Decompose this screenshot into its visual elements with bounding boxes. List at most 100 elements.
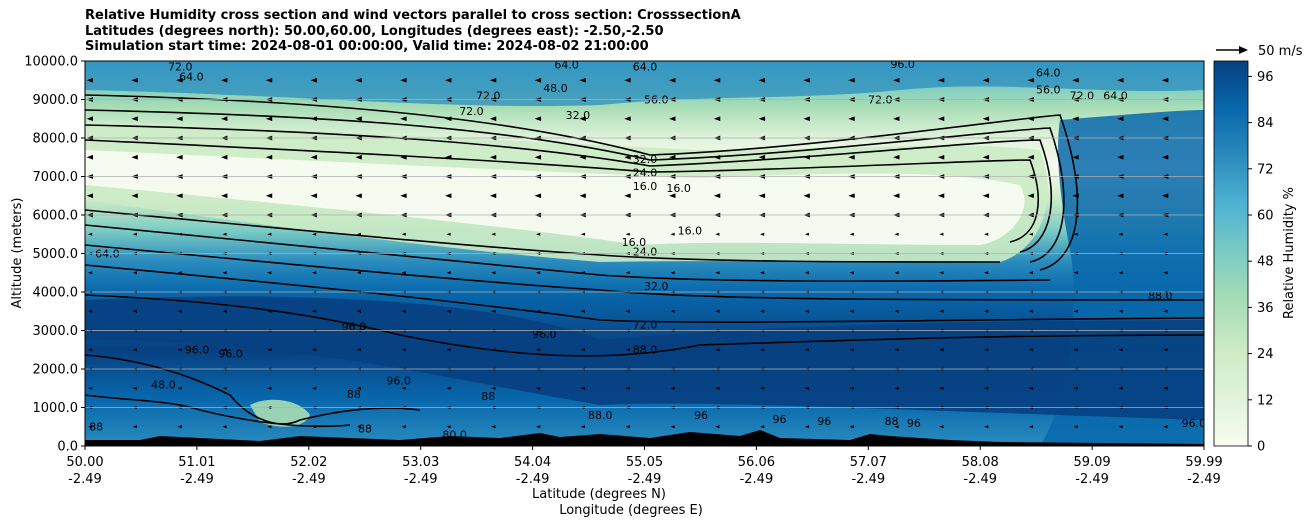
- wind-vector: [1073, 348, 1078, 352]
- y-tick-label: 7000.0: [33, 170, 79, 185]
- wind-vector: [88, 232, 93, 236]
- wind-vector: [937, 116, 945, 122]
- wind-vector: [804, 271, 810, 275]
- wind-vector: [312, 386, 317, 390]
- wind-vector: [222, 425, 227, 429]
- wind-vector: [1118, 348, 1123, 352]
- wind-vector: [88, 386, 93, 390]
- wind-vector: [894, 425, 899, 429]
- wind-vector: [131, 193, 138, 199]
- wind-vector: [221, 116, 228, 122]
- wind-vector: [760, 232, 765, 236]
- wind-vector: [1073, 271, 1078, 275]
- y-tick-label: 9000.0: [33, 93, 79, 108]
- colorbar-label: Relative Humidity %: [1282, 187, 1297, 319]
- wind-vector: [132, 386, 137, 390]
- wind-vector: [1163, 386, 1168, 390]
- wind-vector: [670, 271, 675, 275]
- wind-vector: [849, 425, 854, 429]
- wind-vector: [491, 232, 496, 236]
- wind-vector: [804, 425, 810, 429]
- rh-upper-moist-region: [85, 61, 1204, 107]
- colorbar: 0 12 24 36 48 60 72 84 96 Relative Humidity %: [1213, 60, 1297, 455]
- wind-vector: [1028, 386, 1034, 390]
- wind-vector: [1163, 425, 1168, 429]
- wind-vector: [579, 193, 586, 199]
- wind-vector: [670, 425, 675, 429]
- wind-vector: [715, 348, 720, 352]
- contour-label: 88.0: [633, 344, 658, 357]
- wind-vector: [803, 154, 810, 160]
- wind-vector: [713, 193, 721, 199]
- wind-vector: [267, 232, 272, 236]
- title-line-2: Latitudes (degrees north): 50.00,60.00, …: [85, 23, 664, 39]
- wind-vector: [356, 271, 361, 275]
- wind-vector: [1161, 154, 1169, 160]
- wind-vector: [1028, 232, 1034, 236]
- y-tick-label: 6000.0: [33, 209, 79, 224]
- wind-vector: [131, 116, 138, 122]
- wind-vector: [893, 116, 900, 122]
- x-tick-label-lat: 54.04: [514, 455, 551, 470]
- wind-vector: [176, 193, 183, 199]
- title-line-3: Simulation start time: 2024-08-01 00:00:…: [85, 39, 649, 54]
- wind-vector: [579, 154, 586, 160]
- wind-vector: [760, 348, 765, 352]
- wind-vector: [982, 154, 990, 160]
- colorbar-tick-label: 96: [1257, 70, 1274, 85]
- wind-vector: [222, 309, 227, 313]
- x-tick-label-lon: -2.49: [516, 472, 550, 487]
- contour-label: 96.0: [1182, 417, 1207, 430]
- wind-vector: [939, 386, 944, 390]
- wind-vector: [982, 77, 990, 83]
- contour-line: [85, 139, 1039, 243]
- contour-line: [85, 109, 1065, 263]
- y-tick-label: 5000.0: [33, 247, 79, 262]
- contour-label: 56.0: [1036, 84, 1061, 97]
- wind-vector: [1117, 154, 1124, 160]
- wind-vector: [803, 116, 810, 122]
- wind-vector: [760, 309, 765, 313]
- wind-vector: [446, 386, 451, 390]
- wind-vector: [356, 348, 361, 352]
- wind-vector: [982, 193, 990, 199]
- contour-label: 32.0: [566, 109, 591, 122]
- wind-vector: [267, 309, 272, 313]
- wind-vector: [1027, 77, 1034, 83]
- wind-vector: [86, 77, 94, 83]
- title-line-1: Relative Humidity cross section and wind…: [85, 8, 741, 23]
- contour-line: [85, 244, 1204, 301]
- x-tick-label-lat: 59.99: [1185, 455, 1222, 470]
- wind-vector: [400, 116, 407, 122]
- wind-vector: [939, 425, 944, 429]
- x-tick-label-lon: -2.49: [851, 472, 885, 487]
- wind-vector: [131, 77, 138, 83]
- wind-vector: [312, 348, 317, 352]
- y-tick-label: 1000.0: [33, 401, 79, 416]
- y-axis-label: Altitude (meters): [10, 198, 25, 309]
- wind-vector: [489, 154, 497, 160]
- wind-vector: [939, 309, 944, 313]
- contour-label: 16.0: [622, 236, 647, 249]
- wind-vector: [893, 77, 900, 83]
- wind-vector: [176, 77, 183, 83]
- wind-vector: [984, 348, 989, 352]
- contour-line: [85, 394, 351, 428]
- x-tick-label-lat: 56.06: [738, 455, 775, 470]
- wind-vector: [1161, 77, 1169, 83]
- wind-vector: [982, 116, 990, 122]
- wind-vector: [1163, 309, 1168, 313]
- contour-label: 16.0: [678, 224, 703, 237]
- wind-vector: [849, 348, 854, 352]
- contour-label: 32.0: [633, 153, 658, 166]
- wind-vector: [1028, 348, 1034, 352]
- contour-line: [85, 224, 1051, 282]
- wind-vector: [534, 193, 542, 199]
- wind-vector: [312, 309, 317, 313]
- wind-vector: [803, 193, 810, 199]
- chart-title: Relative Humidity cross section and wind…: [85, 8, 741, 55]
- wind-vector: [267, 348, 272, 352]
- y-axis: 0.0 1000.0 2000.0 3000.0 4000.0 5000.0 6000.0 7…: [24, 55, 85, 455]
- wind-vector: [1117, 193, 1124, 199]
- wind-vector: [848, 77, 855, 83]
